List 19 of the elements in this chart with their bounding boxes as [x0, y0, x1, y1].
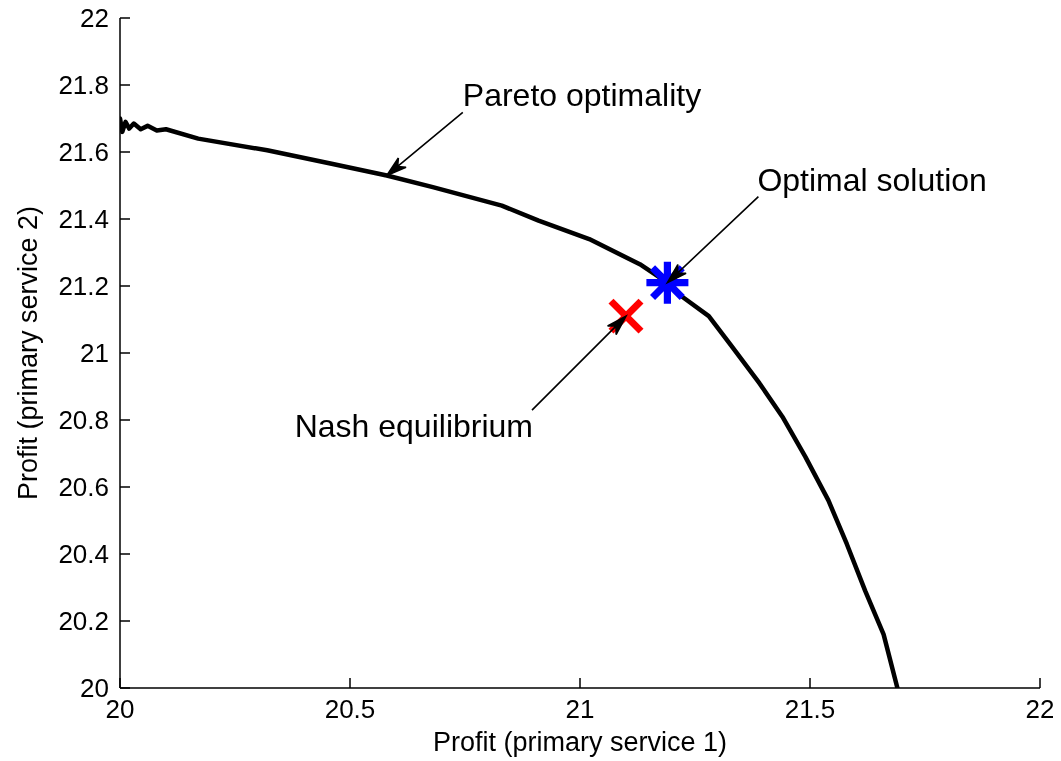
y-tick-label: 20.8	[58, 405, 109, 436]
y-axis-title: Profit (primary service 2)	[13, 205, 43, 501]
y-tick-label: 21	[80, 338, 109, 369]
y-tick-label: 21.2	[58, 271, 109, 302]
x-tick-label: 22	[1025, 694, 1055, 725]
annotation: Pareto optimality	[462, 77, 702, 114]
x-tick-label: 20.5	[324, 694, 376, 725]
annotation: Nash equilibrium	[294, 408, 533, 445]
y-tick-label: 20.2	[58, 606, 109, 637]
y-tick-label: 21.6	[58, 137, 109, 168]
annotation: Optimal solution	[757, 161, 987, 198]
x-tick-label: 21.5	[784, 694, 836, 725]
y-tick-label: 20.6	[58, 472, 109, 503]
y-tick-label: 21.4	[58, 204, 109, 235]
y-tick-label: 21.8	[58, 70, 109, 101]
x-tick-label: 21	[565, 694, 595, 725]
y-tick-label: 20.4	[58, 539, 109, 570]
x-axis-title: Profit (primary service 1)	[432, 727, 728, 757]
y-tick-label: 22	[80, 3, 109, 34]
